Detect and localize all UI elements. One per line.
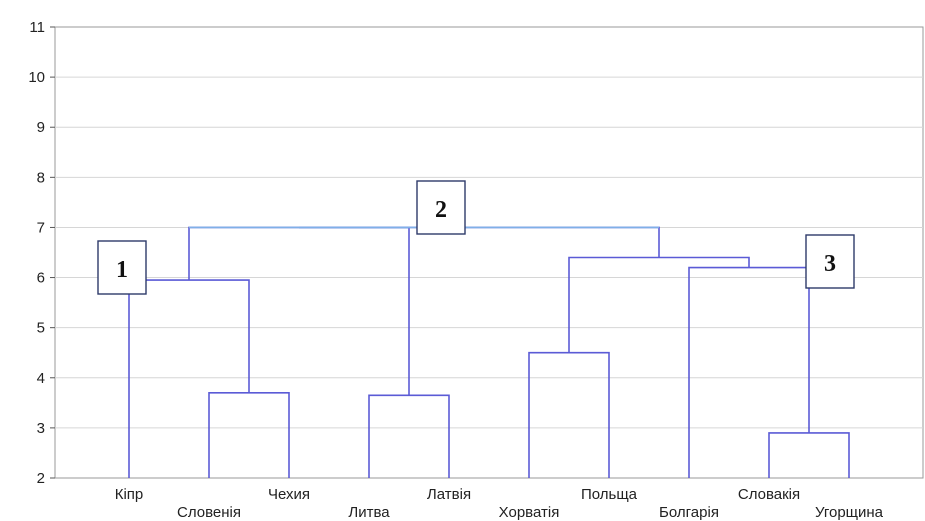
leaf-labels: Кіпр Словенія Чехия Литва Латвія Хорватія Поль… xyxy=(115,486,884,521)
y-axis: 2 3 4 5 6 7 8 9 10 11 xyxy=(28,19,55,487)
leaf-label: Кіпр xyxy=(115,486,144,503)
cluster-annotation: 2 xyxy=(416,180,466,235)
y-tick-label: 8 xyxy=(37,169,45,186)
leaf-label: Угорщина xyxy=(815,504,884,521)
y-tick-label: 11 xyxy=(29,19,45,36)
y-tick-label: 7 xyxy=(37,219,45,236)
leaf-label: Словенія xyxy=(177,504,241,521)
dendrogram-link xyxy=(368,394,450,478)
annotation-label: 3 xyxy=(824,251,836,277)
annotation-box xyxy=(97,240,147,295)
plot-area xyxy=(54,26,924,479)
annotation-box xyxy=(805,234,855,289)
leaf-label: Чехия xyxy=(268,486,310,503)
leaf-label: Словакія xyxy=(738,486,800,503)
cluster-annotations: 1 2 3 xyxy=(97,180,855,295)
y-tick-label: 6 xyxy=(37,270,45,287)
annotation-box xyxy=(416,180,466,235)
cluster-annotation: 1 xyxy=(97,240,147,295)
leaf-label: Литва xyxy=(348,504,390,521)
y-tick-label: 4 xyxy=(37,370,45,387)
leaf-label: Латвія xyxy=(427,486,471,503)
y-tick-label: 2 xyxy=(37,470,45,487)
cluster-annotation: 3 xyxy=(805,234,855,289)
annotation-label: 1 xyxy=(116,257,128,283)
y-tick-label: 5 xyxy=(37,320,45,337)
leaf-label: Хорватія xyxy=(499,504,560,521)
y-tick-label: 9 xyxy=(37,119,45,136)
dendrogram-links xyxy=(128,226,850,478)
leaf-label: Польща xyxy=(581,486,638,503)
y-tick-label: 3 xyxy=(37,420,45,437)
y-tick-label: 10 xyxy=(28,69,45,86)
annotation-label: 2 xyxy=(435,197,447,223)
leaf-label: Болгарія xyxy=(659,504,719,521)
